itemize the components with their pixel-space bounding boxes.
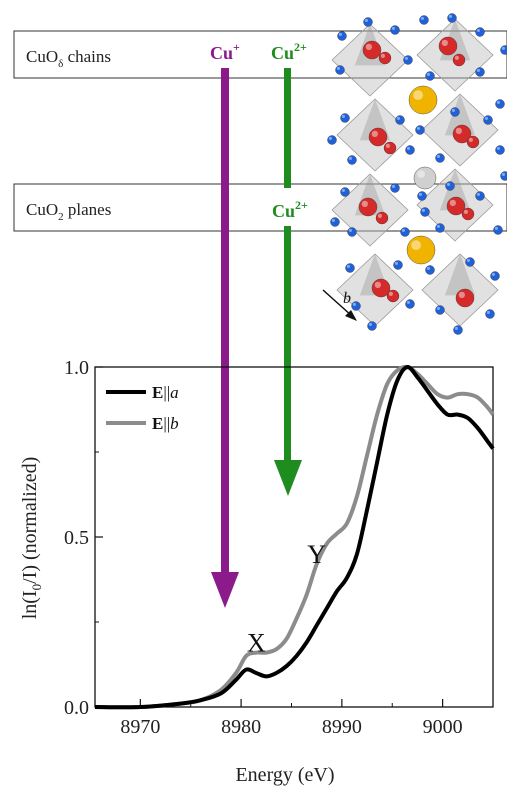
crystal-axis-indicator: b — [322, 289, 357, 321]
chains-band: CuOδ chains — [13, 30, 507, 79]
series-lines — [94, 364, 495, 710]
series-line-e-parallel-a — [94, 365, 495, 710]
y-tick-label: 1.0 — [64, 357, 89, 379]
cu-2plus-chain-label: Cu2+ — [271, 40, 307, 63]
y-axis-label: ln(I0/I) (normalized) — [19, 457, 44, 620]
cu-plus-label: Cu+ — [210, 40, 240, 63]
cu-plus-arrow: Cu+ — [210, 40, 240, 608]
x-tick-label: 8990 — [322, 716, 362, 738]
cu-2plus-plane-label: Cu2+ — [272, 198, 308, 221]
legend: E||a E||b — [106, 383, 179, 433]
x-tick-label: 9000 — [423, 716, 463, 738]
legend-label-a: E||a — [152, 383, 179, 402]
crystal-structure-illustration — [327, 13, 507, 335]
marker-y: Y — [307, 540, 326, 569]
x-tick-label: 8970 — [120, 716, 160, 738]
crystal-axis-label: b — [343, 290, 351, 307]
legend-label-b: E||b — [152, 414, 179, 433]
series-line-e-parallel-b — [94, 364, 495, 710]
marker-x: X — [247, 628, 266, 657]
x-axis-label: Energy (eV) — [235, 764, 334, 786]
axis-ticks: 8970 8980 8990 9000 0.0 0.5 1.0 — [64, 357, 463, 738]
y-tick-label: 0.0 — [64, 697, 89, 719]
planes-label: CuO2 planes — [26, 200, 111, 223]
x-tick-label: 8980 — [221, 716, 261, 738]
planes-band: CuO2 planes — [13, 183, 507, 232]
chains-label: CuOδ chains — [26, 47, 111, 70]
y-tick-label: 0.5 — [64, 527, 89, 549]
cu-2plus-arrow: Cu2+ Cu2+ — [270, 40, 328, 496]
